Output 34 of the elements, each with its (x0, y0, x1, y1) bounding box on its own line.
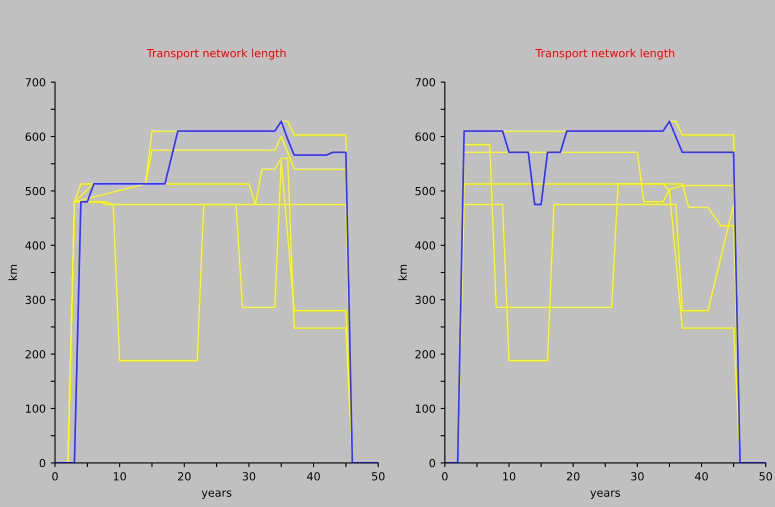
x-tick-label: 0 (52, 472, 58, 481)
y-axis-title: km (8, 264, 17, 280)
y-tick-label: 100 (26, 404, 46, 413)
x-tick-label: 40 (695, 472, 708, 481)
x-tick-label: 30 (242, 472, 256, 481)
y-tick-label: 500 (415, 186, 436, 196)
x-tick-label: 10 (503, 472, 516, 481)
x-axis-title: years (202, 490, 232, 499)
y-tick-label: 400 (415, 241, 436, 250)
y-tick-label: 200 (415, 350, 436, 358)
x-tick-label: 20 (178, 472, 191, 481)
x-axis-title: years (590, 490, 620, 499)
y-tick-label: 500 (26, 186, 46, 196)
x-tick-label: 10 (114, 472, 126, 481)
chart-title: Transport network length (146, 48, 286, 60)
y-tick-label: 200 (26, 350, 46, 358)
y-axis-title: km (398, 264, 407, 280)
x-tick-label: 0 (442, 472, 448, 481)
y-tick-label: 600 (415, 132, 436, 141)
y-tick-label: 0 (429, 458, 436, 468)
y-tick-label: 0 (40, 458, 46, 468)
x-tick-label: 50 (372, 472, 385, 481)
y-tick-label: 600 (26, 132, 46, 141)
y-tick-label: 100 (416, 404, 436, 413)
y-tick-label: 700 (416, 78, 436, 87)
chart-title: Transport network length (535, 48, 674, 60)
y-tick-label: 400 (25, 241, 46, 250)
y-tick-label: 700 (26, 78, 46, 87)
x-tick-label: 40 (307, 472, 320, 481)
x-tick-label: 50 (759, 472, 772, 481)
y-tick-label: 300 (415, 296, 436, 304)
x-tick-label: 20 (566, 472, 580, 481)
y-tick-label: 300 (26, 296, 46, 304)
x-tick-label: 30 (631, 472, 644, 481)
